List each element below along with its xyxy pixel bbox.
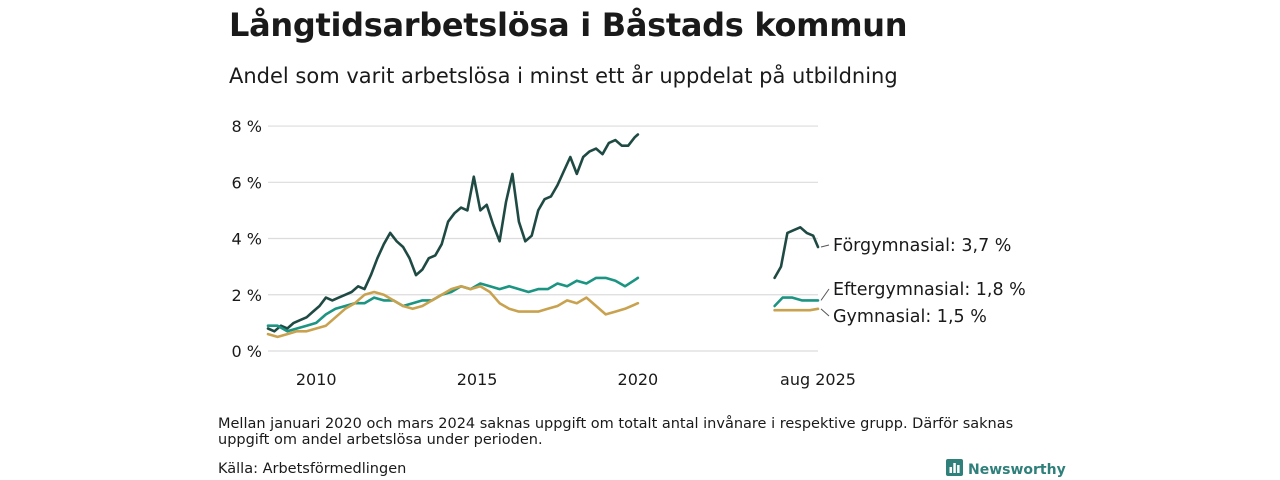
brand[interactable]: Newsworthy [946,459,1066,480]
y-tick-label: 2 % [232,286,262,305]
newsworthy-logo-icon [946,459,963,480]
series-line-eftergymnasial [266,276,640,333]
source-label: Källa: Arbetsförmedlingen [218,461,407,477]
footnote: Mellan januari 2020 och mars 2024 saknas… [218,416,1014,448]
series-end-label: Gymnasial: 1,5 % [833,307,987,327]
series-line-förgymnasial [266,133,640,333]
series-end-label: Förgymnasial: 3,7 % [833,236,1011,256]
series-line-förgymnasial [773,226,820,280]
y-tick-label: 0 % [232,342,262,361]
y-tick-label: 4 % [232,230,262,249]
label-leader [820,288,830,301]
x-tick-label-end: aug 2025 [780,370,856,389]
label-leader [820,244,830,248]
label-leader [820,308,830,317]
chart-subtitle: Andel som varit arbetslösa i minst ett å… [229,64,898,88]
x-tick-label: 2020 [618,370,659,389]
chart-title: Långtidsarbetslösa i Båstads kommun [229,6,908,44]
y-tick-label: 8 % [232,117,262,136]
series-line-eftergymnasial [773,296,820,308]
series-line-gymnasial [266,285,640,339]
brand-label: Newsworthy [968,461,1066,478]
series-end-label: Eftergymnasial: 1,8 % [833,280,1026,300]
x-tick-label: 2015 [457,370,498,389]
y-tick-label: 6 % [232,173,262,192]
series-line-gymnasial [773,307,820,312]
x-tick-label: 2010 [296,370,337,389]
